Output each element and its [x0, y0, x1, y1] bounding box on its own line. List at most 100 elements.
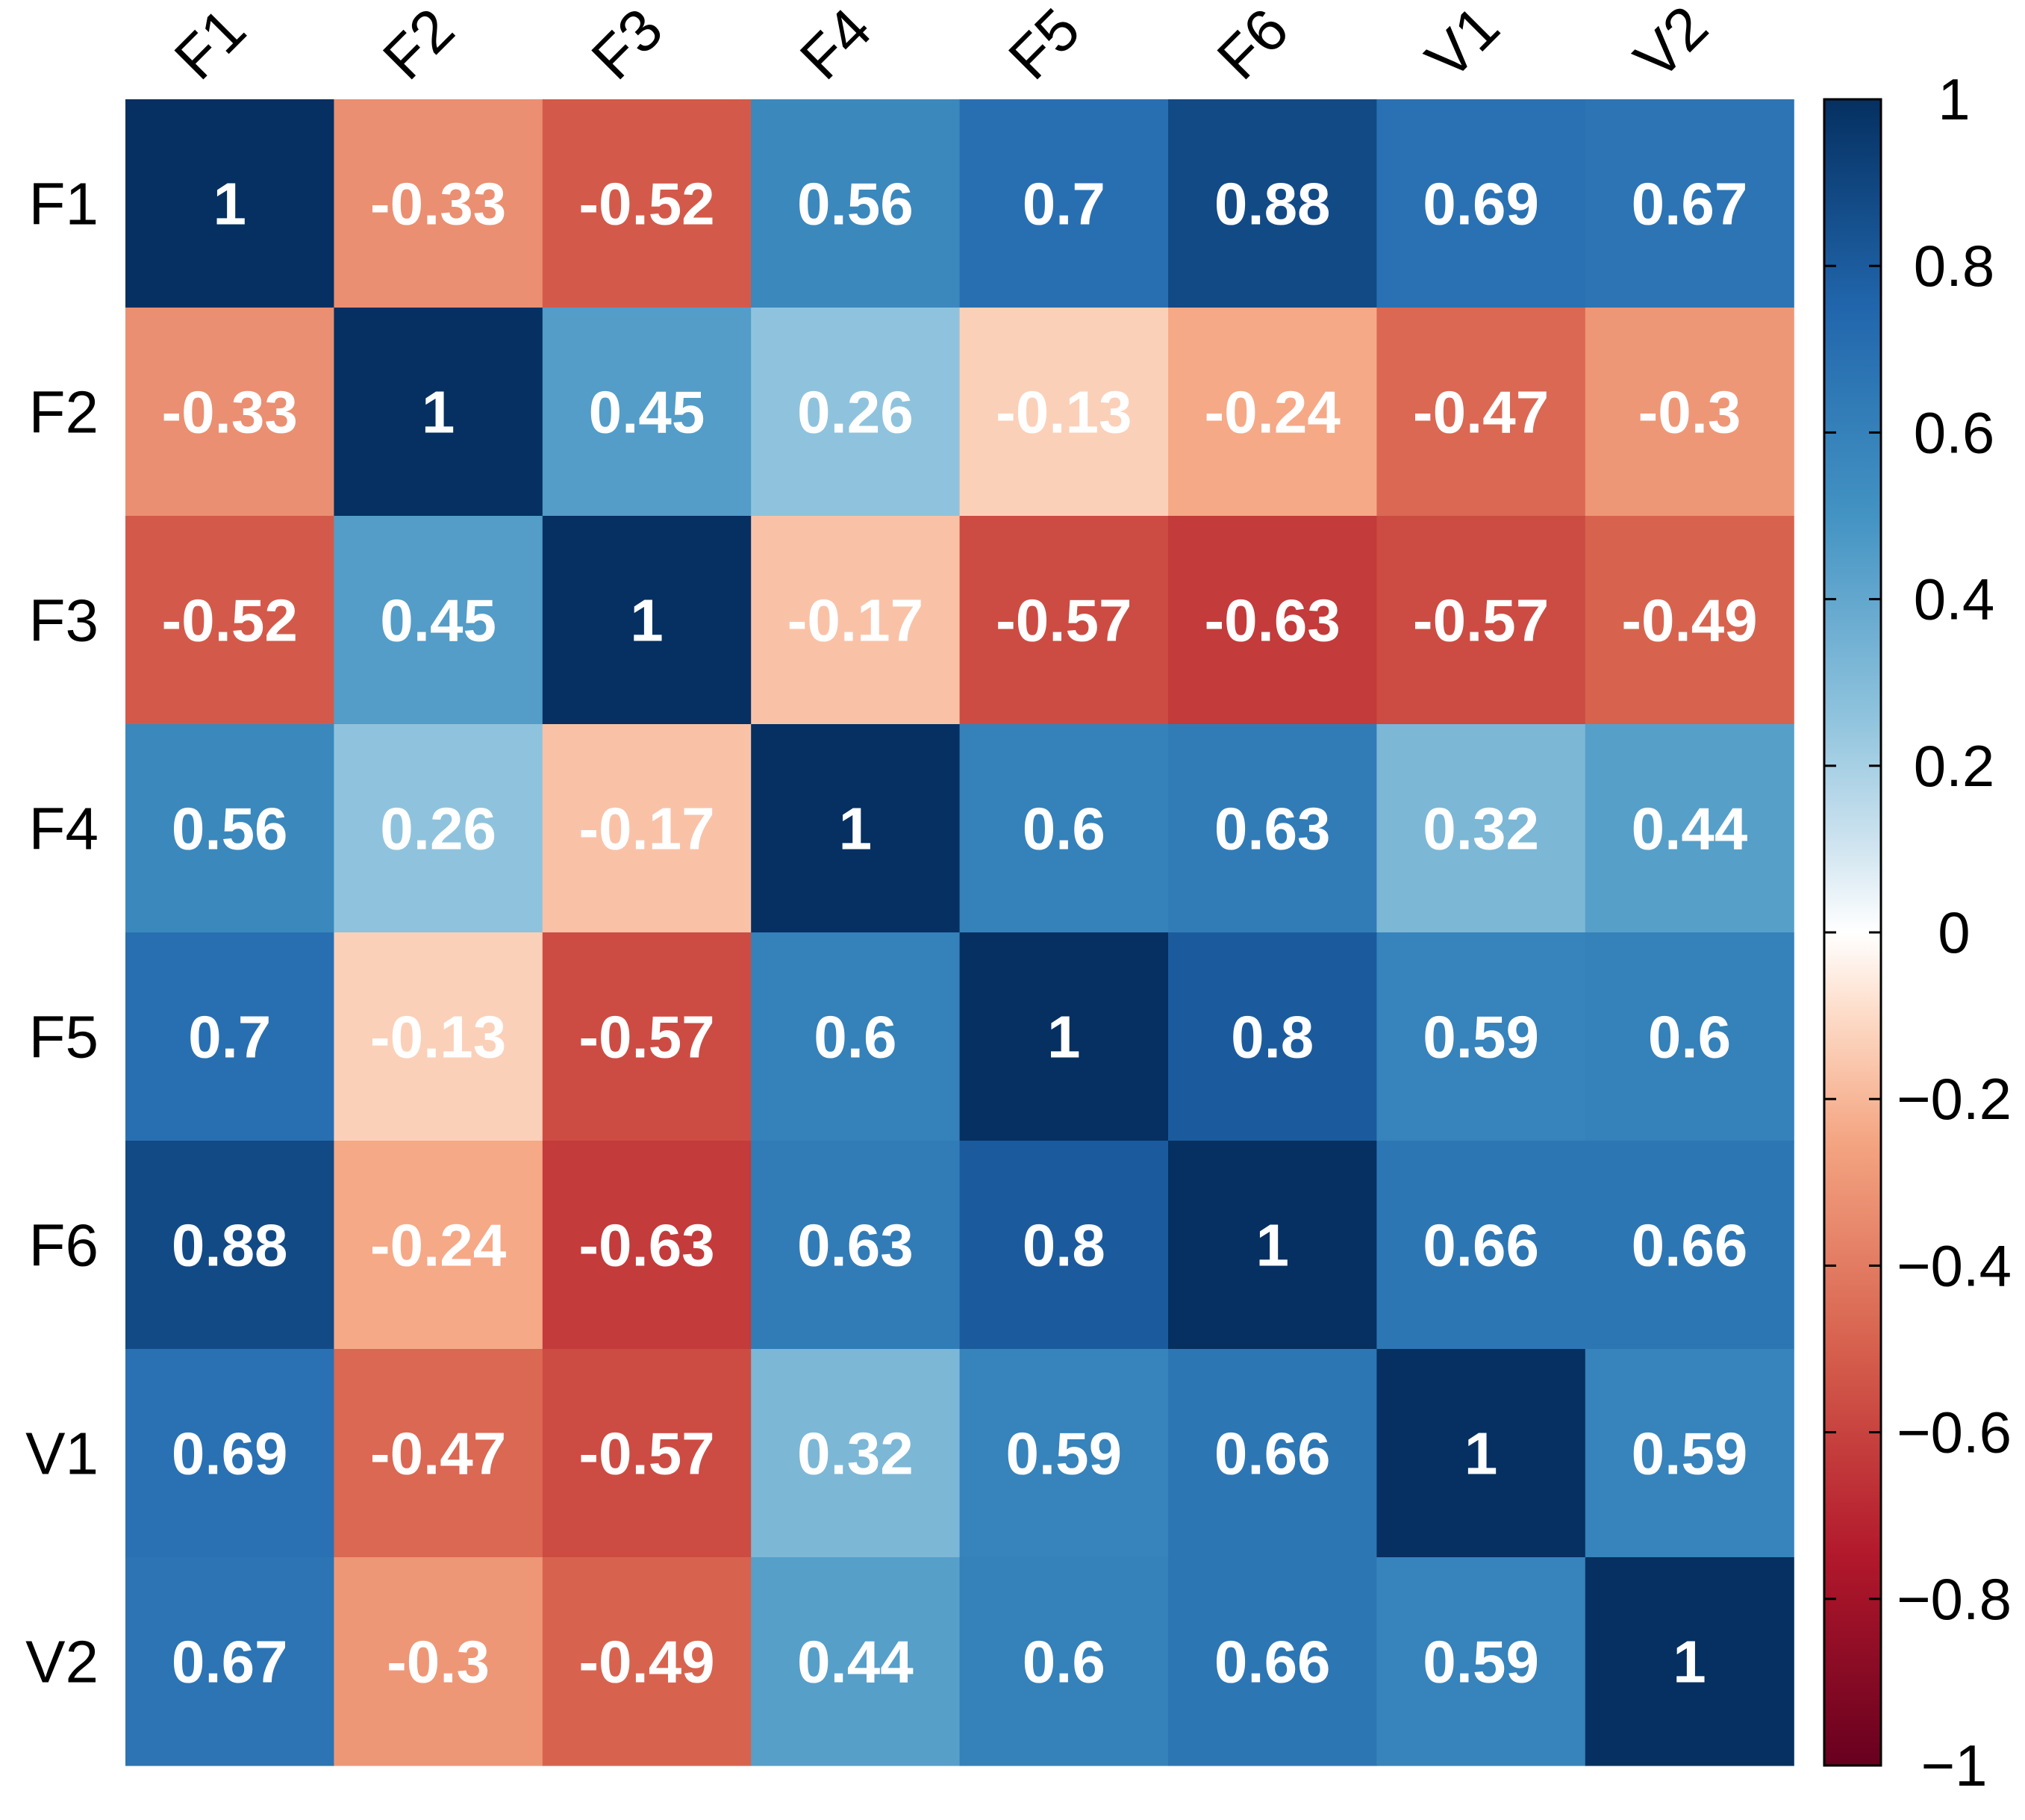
- cell-value-label: 0.69: [1423, 171, 1539, 237]
- cell-value-label: 0.67: [1632, 171, 1748, 237]
- cell-f5-f1: [125, 932, 334, 1141]
- cell-value-label: 0.63: [797, 1212, 914, 1279]
- colorbar-tick-label: 0.4: [1914, 567, 1994, 632]
- cell-value-label: 0.8: [1023, 1212, 1105, 1279]
- cell-v1-v2: [1585, 1349, 1794, 1558]
- cell-v2-f6: [1168, 1557, 1377, 1766]
- column-labels: F1 F2 F3 F4 F5 F6 V1 V2: [162, 0, 1720, 92]
- cell-value-label: -0.57: [578, 1004, 714, 1071]
- cell-v2-f5: [959, 1557, 1169, 1766]
- cell-f4-f1: [125, 724, 334, 933]
- cell-value-label: 0.7: [1023, 171, 1105, 237]
- cell-value-label: 1: [1673, 1629, 1706, 1695]
- cell-f6-f1: [125, 1141, 334, 1350]
- cell-f5-f6: [1168, 932, 1377, 1141]
- column-label-f5: F5: [996, 0, 1092, 92]
- cell-value-label: 0.6: [1023, 796, 1105, 862]
- cell-f6-f4: [751, 1141, 961, 1350]
- cell-value-label: 1: [1464, 1421, 1498, 1487]
- cell-value-label: 0.59: [1632, 1421, 1748, 1487]
- cell-f5-f4: [751, 932, 961, 1141]
- column-label-f3: F3: [579, 0, 675, 92]
- cell-f2-v1: [1376, 308, 1586, 517]
- cell-value-label: 0.66: [1214, 1421, 1331, 1487]
- cell-value-label: 1: [1255, 1212, 1289, 1279]
- cell-value-label: 0.59: [1423, 1004, 1539, 1071]
- cell-value-label: -0.49: [578, 1629, 714, 1695]
- cell-value-label: 0.66: [1423, 1212, 1539, 1279]
- cell-value-label: 0.26: [797, 379, 914, 446]
- column-label-v1: V1: [1413, 0, 1511, 92]
- cell-f4-f5: [959, 724, 1169, 933]
- cell-v1-f3: [542, 1349, 752, 1558]
- cell-value-label: -0.24: [370, 1212, 507, 1279]
- cell-f4-f3: [542, 724, 752, 933]
- cell-value-label: -0.49: [1621, 588, 1757, 654]
- cell-f2-f6: [1168, 308, 1377, 517]
- cell-value-label: 1: [630, 588, 664, 654]
- cell-f3-f4: [751, 516, 961, 725]
- colorbar-tick-label: 0: [1938, 900, 1970, 965]
- column-label-f1: F1: [162, 0, 258, 92]
- cell-value-label: 0.32: [1423, 796, 1539, 862]
- cell-f3-f5: [959, 516, 1169, 725]
- cell-value-label: 0.44: [797, 1629, 914, 1695]
- cell-v1-f1: [125, 1349, 334, 1558]
- cell-value-label: -0.52: [162, 588, 298, 654]
- cell-value-label: 1: [213, 171, 246, 237]
- cell-value-label: -0.17: [578, 796, 714, 862]
- cell-f2-f1: [125, 308, 334, 517]
- cell-value-label: 0.59: [1005, 1421, 1122, 1487]
- cell-v1-f6: [1168, 1349, 1377, 1558]
- cell-value-label: -0.33: [162, 379, 298, 446]
- cell-value-label: 0.8: [1231, 1004, 1314, 1071]
- cell-v2-f2: [334, 1557, 543, 1766]
- cell-f5-f2: [334, 932, 543, 1141]
- cell-value-label: -0.47: [1413, 379, 1549, 446]
- cell-f1-f1: [125, 99, 334, 308]
- column-label-v2: V2: [1622, 0, 1720, 92]
- cell-f1-f4: [751, 99, 961, 308]
- cell-value-label: 0.67: [172, 1629, 288, 1695]
- colorbar-tick-label: 0.2: [1914, 733, 1994, 799]
- cell-f3-f6: [1168, 516, 1377, 725]
- cell-value-label: -0.24: [1205, 379, 1341, 446]
- cell-value-label: 0.63: [1214, 796, 1331, 862]
- colorbar-tick-label: 0.6: [1914, 399, 1994, 465]
- cell-v1-f4: [751, 1349, 961, 1558]
- cell-value-label: 0.7: [188, 1004, 271, 1071]
- cell-f5-f3: [542, 932, 752, 1141]
- cell-v1-v1: [1376, 1349, 1586, 1558]
- cell-value-label: 0.56: [172, 796, 288, 862]
- colorbar-tick-label: −0.6: [1897, 1400, 2012, 1465]
- cell-value-label: 0.66: [1214, 1629, 1331, 1695]
- cell-f1-v1: [1376, 99, 1586, 308]
- heatmap-cell-labels: 1 -0.33 -0.52 0.56 0.7 0.88 0.69 0.67 -0.33 1 0.45…: [162, 171, 1758, 1695]
- column-label-f6: F6: [1205, 0, 1301, 92]
- cell-f5-v1: [1376, 932, 1586, 1141]
- cell-value-label: -0.33: [370, 171, 506, 237]
- cell-value-label: 0.88: [172, 1212, 288, 1279]
- cell-f4-f4: [751, 724, 961, 933]
- cell-value-label: -0.47: [370, 1421, 506, 1487]
- cell-value-label: -0.3: [387, 1629, 490, 1695]
- cell-value-label: 1: [422, 379, 455, 446]
- cell-f4-v1: [1376, 724, 1586, 933]
- cell-value-label: -0.17: [787, 588, 923, 654]
- cell-f6-v1: [1376, 1141, 1586, 1350]
- cell-f3-v2: [1585, 516, 1794, 725]
- column-label-f4: F4: [787, 0, 884, 92]
- cell-f4-f6: [1168, 724, 1377, 933]
- cell-f3-f2: [334, 516, 543, 725]
- cell-value-label: -0.13: [996, 379, 1132, 446]
- cell-v1-f2: [334, 1349, 543, 1558]
- cell-f2-f4: [751, 308, 961, 517]
- cell-f3-f3: [542, 516, 752, 725]
- cell-value-label: 0.26: [380, 796, 496, 862]
- cell-value-label: 0.88: [1214, 171, 1331, 237]
- cell-v2-f4: [751, 1557, 961, 1766]
- colorbar-tick-label: −1: [1921, 1733, 1988, 1798]
- cell-f2-f3: [542, 308, 752, 517]
- row-label-v2: V2: [25, 1629, 99, 1695]
- cell-value-label: 0.59: [1423, 1629, 1539, 1695]
